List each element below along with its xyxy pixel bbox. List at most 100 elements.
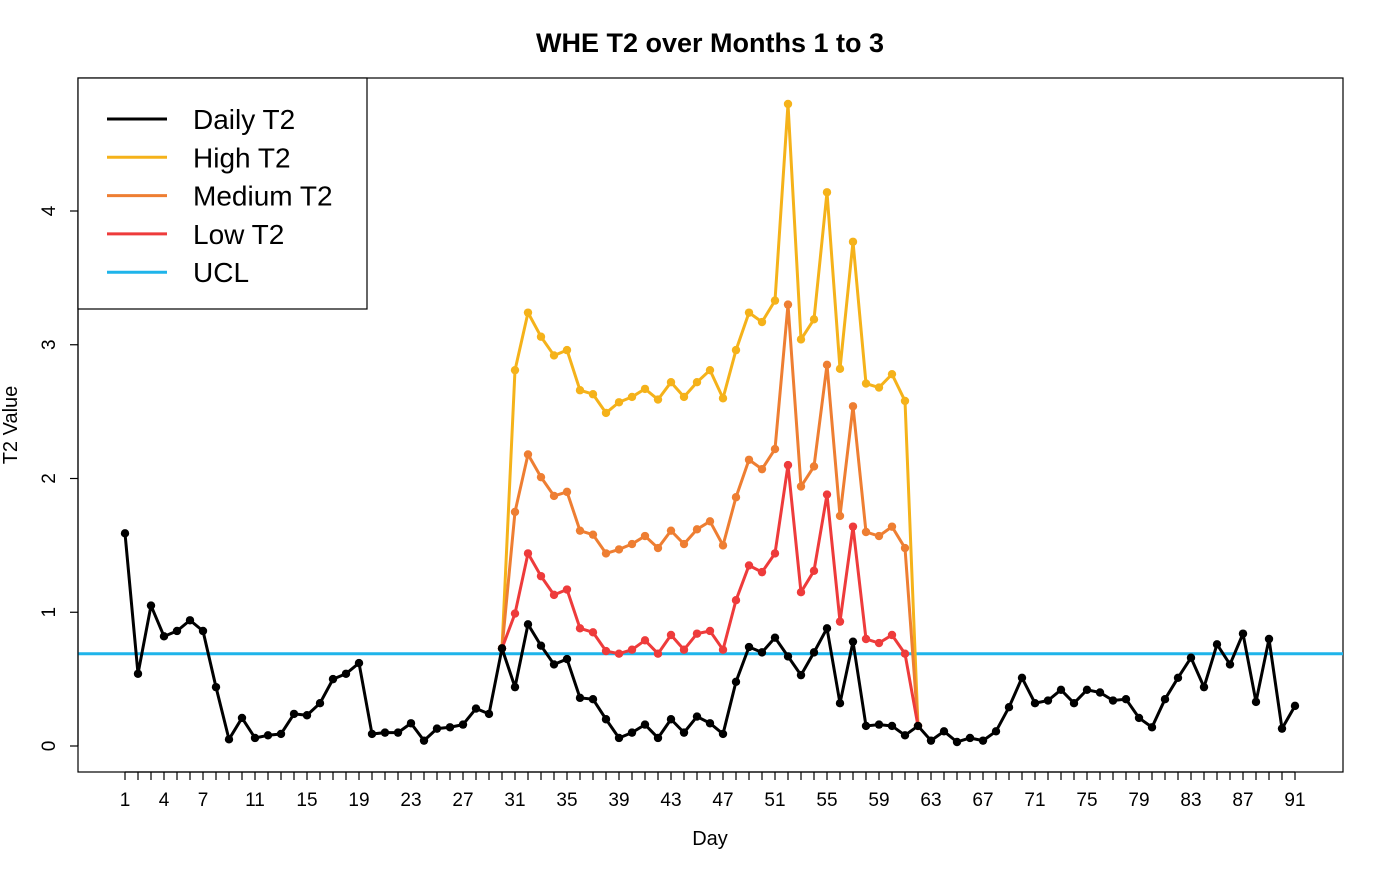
- y-tick-label: 2: [39, 473, 60, 484]
- data-point: [757, 648, 767, 657]
- data-point: [224, 735, 234, 744]
- data-point: [640, 531, 650, 541]
- data-point: [744, 561, 754, 570]
- data-point: [614, 398, 624, 407]
- data-point: [679, 539, 689, 549]
- x-axis: 1 4 7 11 15 19 23 27 31 35 39 43 47 51 55 59 63 67 71 75 79 8…: [120, 771, 1306, 811]
- x-tick-label: 59: [868, 790, 889, 811]
- data-point: [588, 628, 598, 637]
- data-point: [705, 365, 715, 375]
- data-point: [1212, 640, 1222, 649]
- data-point: [640, 384, 650, 394]
- data-point: [1251, 697, 1261, 707]
- data-point: [1121, 694, 1131, 704]
- data-point: [991, 727, 1001, 736]
- data-point: [666, 526, 676, 535]
- data-point: [783, 652, 793, 661]
- data-point: [627, 392, 637, 402]
- legend: Daily T2 High T2 Medium T2 Low T2 UCL: [77, 77, 368, 310]
- data-point: [146, 601, 156, 610]
- data-point: [614, 545, 624, 554]
- data-point: [770, 633, 780, 642]
- series-line: [500, 463, 920, 727]
- data-point: [562, 654, 572, 664]
- legend-label: Medium T2: [193, 181, 333, 212]
- data-point: [497, 644, 507, 653]
- data-point: [419, 736, 429, 745]
- data-point: [679, 645, 689, 654]
- data-point: [783, 300, 793, 309]
- data-point: [575, 526, 585, 535]
- data-point: [692, 712, 702, 721]
- data-point: [718, 394, 728, 403]
- data-point: [185, 616, 195, 625]
- data-point: [198, 626, 208, 636]
- data-point: [562, 487, 572, 497]
- data-point: [809, 648, 819, 657]
- data-point: [627, 645, 637, 654]
- data-point: [1173, 673, 1183, 682]
- data-point: [861, 379, 871, 388]
- legend-label: Daily T2: [193, 104, 295, 135]
- series-high-t2: [497, 99, 923, 731]
- legend-label: UCL: [193, 257, 249, 288]
- data-point: [1030, 699, 1040, 708]
- legend-item-medium-t2: Medium T2: [107, 181, 333, 212]
- data-point: [718, 541, 728, 550]
- data-point: [276, 729, 286, 739]
- data-point: [731, 345, 741, 355]
- data-point: [848, 402, 858, 411]
- data-point: [835, 699, 845, 708]
- data-point: [666, 630, 676, 640]
- data-point: [653, 649, 663, 658]
- x-tick-label: 35: [556, 790, 577, 811]
- data-point: [432, 724, 442, 733]
- data-point: [887, 369, 897, 379]
- legend-item-ucl: UCL: [107, 257, 249, 288]
- data-point: [653, 733, 663, 743]
- data-point: [926, 736, 936, 745]
- data-point: [549, 351, 559, 360]
- data-point: [328, 674, 338, 684]
- data-point: [783, 460, 793, 470]
- data-point: [614, 649, 624, 658]
- legend-label: Low T2: [193, 219, 284, 250]
- data-point: [1134, 713, 1144, 723]
- y-axis: 0 1 2 3 4: [39, 205, 79, 751]
- data-point: [341, 669, 351, 678]
- data-point: [1186, 653, 1196, 662]
- data-point: [1095, 688, 1105, 697]
- data-point: [588, 390, 598, 399]
- data-point: [900, 731, 910, 740]
- data-point: [692, 525, 702, 534]
- data-point: [887, 630, 897, 640]
- chart-title: WHE T2 over Months 1 to 3: [536, 28, 884, 58]
- x-tick-label: 27: [452, 790, 473, 811]
- data-point: [770, 296, 780, 305]
- data-point: [861, 634, 871, 644]
- x-tick-label: 91: [1284, 790, 1305, 811]
- data-point: [211, 682, 221, 692]
- x-tick-label: 39: [608, 790, 629, 811]
- data-point: [1290, 701, 1300, 711]
- data-point: [705, 626, 715, 636]
- data-point: [874, 383, 884, 392]
- data-point: [445, 723, 455, 732]
- x-tick-label: 75: [1076, 790, 1097, 811]
- data-point: [796, 670, 806, 680]
- data-point: [874, 720, 884, 729]
- x-tick-label: 7: [198, 790, 209, 811]
- data-point: [549, 491, 559, 501]
- data-point: [731, 677, 741, 686]
- data-point: [315, 699, 325, 708]
- data-point: [822, 490, 832, 499]
- data-point: [653, 543, 663, 553]
- data-point: [796, 335, 806, 344]
- data-point: [1147, 723, 1157, 732]
- data-point: [757, 317, 767, 327]
- data-point: [471, 704, 481, 713]
- data-point: [809, 315, 819, 324]
- data-point: [692, 378, 702, 387]
- data-point: [835, 511, 845, 521]
